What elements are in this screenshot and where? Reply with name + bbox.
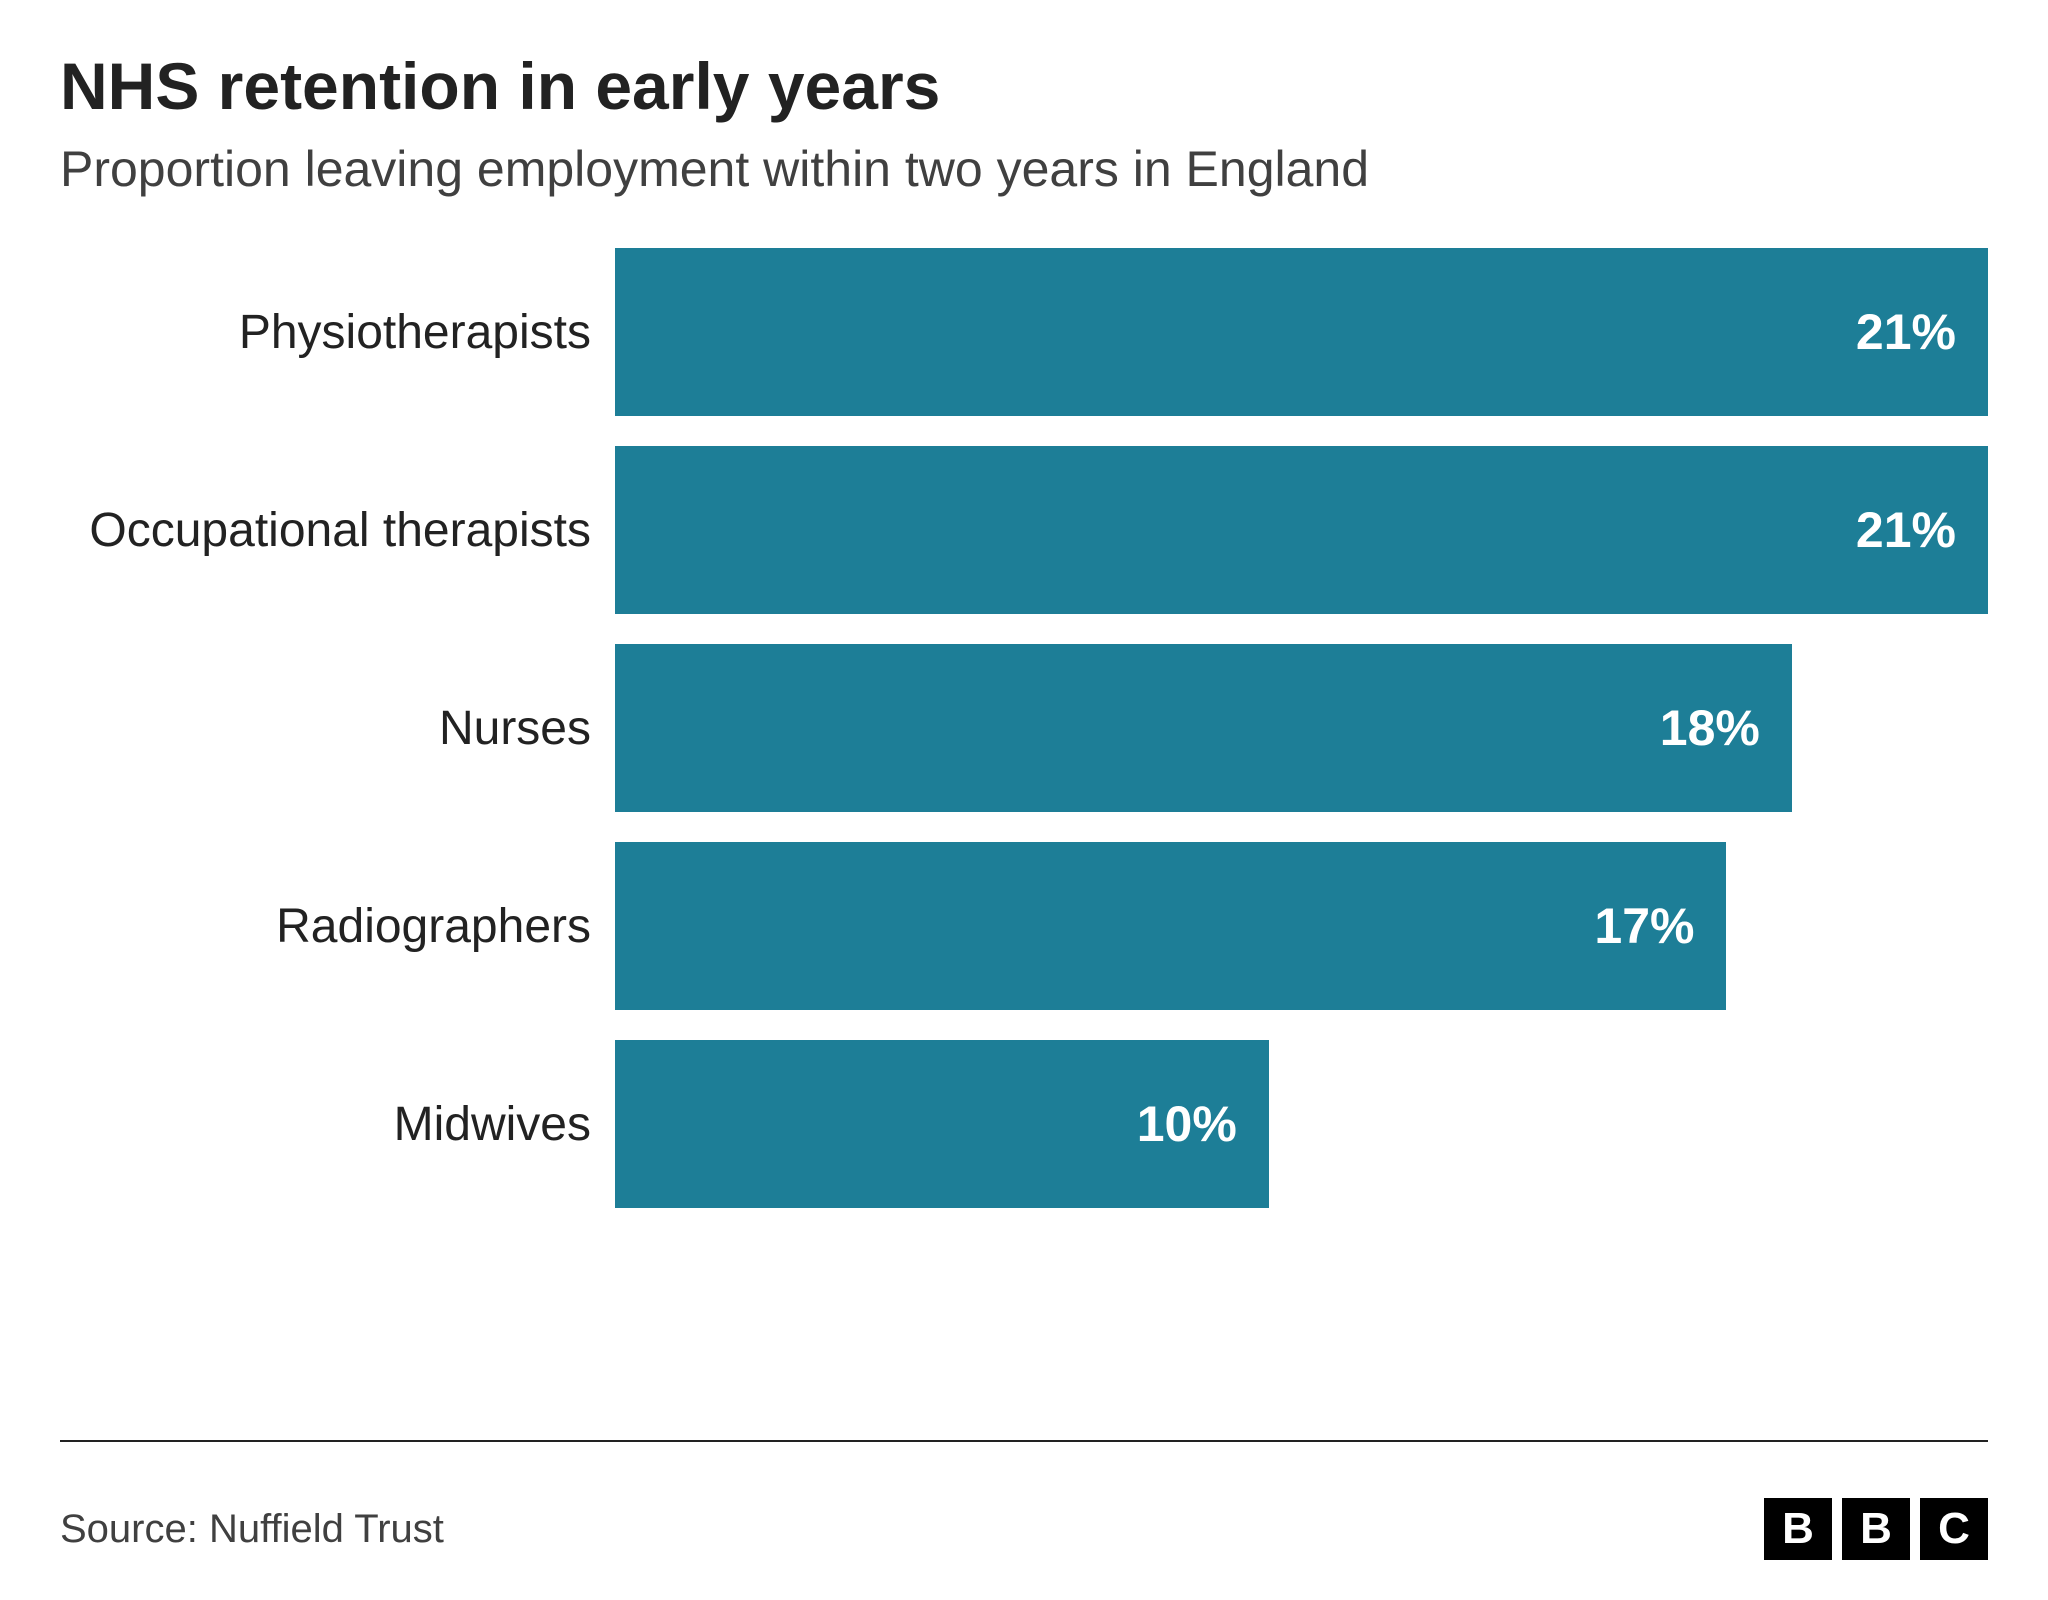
bar: 10% [615,1040,1269,1208]
bar-row: Physiotherapists 21% [60,248,1988,416]
bar: 21% [615,446,1988,614]
bar-track: 18% [615,644,1988,812]
bbc-logo-letter: B [1764,1498,1832,1560]
bbc-logo-letter: B [1842,1498,1910,1560]
bar: 18% [615,644,1792,812]
bar-label: Occupational therapists [60,503,615,558]
bar-track: 21% [615,248,1988,416]
chart-area: Physiotherapists 21% Occupational therap… [60,248,1988,1440]
bar-label: Midwives [60,1097,615,1152]
bar-row: Midwives 10% [60,1040,1988,1208]
bar-row: Nurses 18% [60,644,1988,812]
bar-value: 21% [1856,303,1956,361]
bar-label: Nurses [60,701,615,756]
bbc-logo-letter: C [1920,1498,1988,1560]
bar-track: 17% [615,842,1988,1010]
source-text: Source: Nuffield Trust [60,1507,444,1552]
bar-row: Radiographers 17% [60,842,1988,1010]
chart-title: NHS retention in early years [60,48,1988,124]
bar-value: 17% [1594,897,1694,955]
bar-label: Physiotherapists [60,305,615,360]
bar-label: Radiographers [60,899,615,954]
chart-subtitle: Proportion leaving employment within two… [60,140,1988,198]
bar-track: 21% [615,446,1988,614]
footer-rule [60,1440,1988,1442]
bar-value: 18% [1660,699,1760,757]
bar-value: 21% [1856,501,1956,559]
bar-row: Occupational therapists 21% [60,446,1988,614]
chart-footer: Source: Nuffield Trust B B C [60,1478,1988,1560]
bar: 17% [615,842,1726,1010]
bar-value: 10% [1137,1095,1237,1153]
bar: 21% [615,248,1988,416]
bar-track: 10% [615,1040,1988,1208]
bbc-logo: B B C [1764,1498,1988,1560]
